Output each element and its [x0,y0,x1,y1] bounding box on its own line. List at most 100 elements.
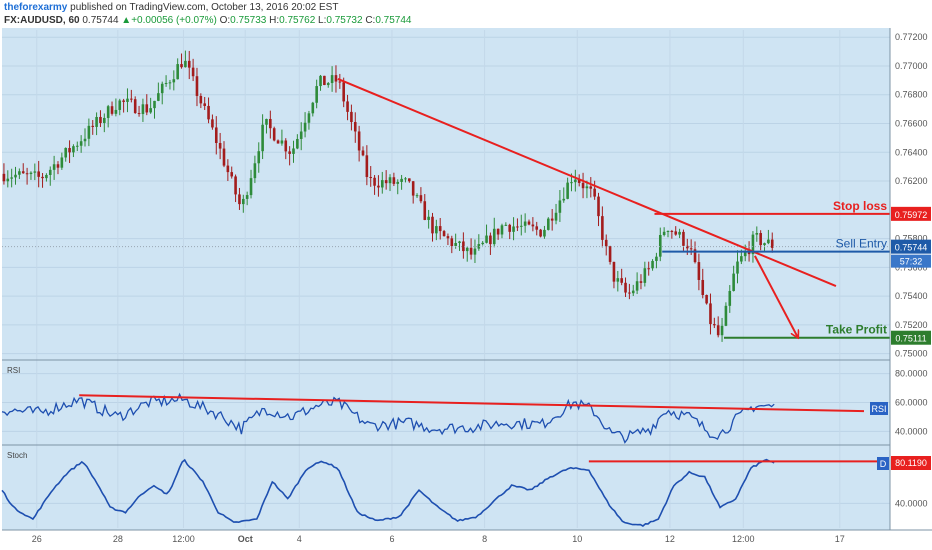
candle-body [180,64,183,68]
price-panel: Stop loss Sell Entry Take Profit [2,50,890,342]
open-label: O: [219,15,231,26]
rsi-tag-label: RSI [871,404,886,414]
candle-body [160,83,164,94]
author-link[interactable]: theforexarmy [4,2,68,13]
candle-body [458,241,461,243]
candle-body [79,141,83,146]
candle-body [377,185,380,188]
candle-body [338,81,342,83]
change-value: +0.00056 (+0.07%) [131,15,217,26]
x-tick-label: 28 [113,534,123,544]
candle-body [130,98,133,100]
candle-body [6,178,10,182]
price-tick-label: 0.76400 [895,147,928,157]
candle-body [635,281,639,291]
high-value: 0.75762 [279,15,316,26]
candle-body [392,177,396,184]
candle-body [477,244,481,249]
x-tick-label: 8 [482,534,487,544]
sell-entry-price-tag [891,239,931,254]
candle-body [87,125,91,139]
candle-body [245,195,249,199]
candle-body [628,292,631,294]
last-price: 0.75744 [82,15,119,26]
candle-body [296,138,299,149]
candle-body [234,176,237,195]
candle-body [701,279,705,295]
candle-body [253,163,257,179]
candle-body [2,173,6,182]
candle-body [64,147,68,158]
candle-body [740,256,743,262]
candle-body [616,278,620,282]
candle-body [114,109,118,114]
candle-body [25,173,29,175]
price-tick-label: 0.77200 [895,32,928,42]
candle-body [523,221,527,226]
candle-body [736,261,739,274]
up-arrow-icon: ▲ [121,15,132,26]
candle-body [658,235,662,257]
price-tick-label: 0.75400 [895,291,928,301]
candle-body [423,201,427,220]
price-tick-label: 0.77000 [895,61,928,71]
candle-body [284,140,288,152]
x-tick-label: 6 [389,534,394,544]
stoch-d-tag [877,457,889,470]
candle-body [705,294,708,304]
candle-body [404,178,407,180]
candle-body [574,179,577,183]
candle-body [218,143,222,149]
candle-body [350,111,353,123]
close-label: C: [365,15,376,26]
candle-body [122,100,125,102]
candle-body [689,248,693,250]
candle-body [496,228,500,235]
candle-body [624,282,627,293]
candle-body [589,186,593,189]
candle-body [639,281,643,283]
candle-body [454,242,457,246]
candle-body [106,106,110,118]
candle-body [75,145,79,147]
candle-body [60,157,64,168]
open-value: 0.75733 [230,15,267,26]
candle-body [214,127,218,144]
candle-body [103,117,106,123]
symbol-label: FX:AUDUSD, 60 [4,15,80,26]
candle-body [585,186,589,189]
candle-body [751,234,755,255]
candle-body [763,243,766,246]
candle-body [446,236,450,239]
candle-body [651,260,654,269]
rsi-trendline[interactable] [79,394,865,413]
candle-body [346,101,349,112]
candle-body [52,164,56,170]
candle-body [72,146,75,153]
candle-body [415,195,419,197]
candle-body [37,171,40,177]
candle-body [431,216,434,234]
candle-body [361,150,365,156]
rsi-tick-label: 60.0000 [895,398,928,408]
low-value: 0.75732 [326,15,363,26]
candle-body [164,83,168,85]
candle-body [604,239,608,247]
high-label: H: [269,15,280,26]
candle-body [172,79,176,83]
candle-body [539,229,542,237]
candle-body [686,245,689,249]
stoch-value-tag [891,456,931,470]
candle-body [249,178,253,196]
candle-body [519,225,523,227]
price-tick-label: 0.75800 [895,234,928,244]
candle-body [612,261,616,282]
candle-body [504,224,508,226]
countdown-tag [891,254,931,268]
take-profit-label: Take Profit [826,323,887,337]
candle-body [516,226,519,228]
rsi-panel: RSI [1,366,865,444]
candle-body [149,108,152,113]
